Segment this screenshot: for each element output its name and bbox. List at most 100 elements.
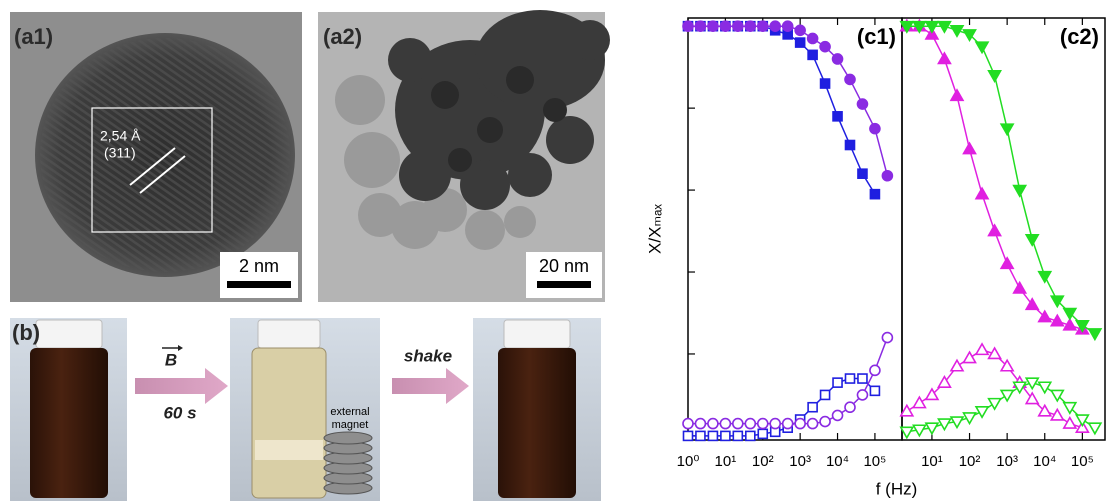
arrow xyxy=(135,368,228,404)
marker xyxy=(770,21,780,31)
panel-label: (a2) xyxy=(323,24,362,49)
marker xyxy=(808,33,818,43)
marker xyxy=(708,21,718,31)
marker xyxy=(833,112,842,121)
d-spacing: 2,54 Å xyxy=(100,128,141,144)
x-tick-label: 10³ xyxy=(996,453,1018,470)
marker xyxy=(745,419,755,429)
magnet-label: magnet xyxy=(332,419,369,431)
marker xyxy=(870,190,879,199)
marker xyxy=(708,419,718,429)
marker xyxy=(1026,235,1038,246)
marker xyxy=(821,390,830,399)
arrow xyxy=(392,368,469,404)
vial xyxy=(498,348,576,498)
vector-arrow-head xyxy=(178,345,183,351)
marker xyxy=(1039,272,1051,283)
marker xyxy=(683,21,693,31)
magnet-label: external xyxy=(330,406,369,418)
marker xyxy=(845,141,854,150)
marker xyxy=(808,50,817,59)
cap xyxy=(258,320,320,348)
marker xyxy=(976,344,988,355)
figure: 2,54 Å (311) 2 nm (a1) 20 nm (a2) xyxy=(0,0,1107,501)
marker xyxy=(857,99,867,109)
marker xyxy=(770,419,780,429)
marker xyxy=(684,431,693,440)
marker xyxy=(808,403,817,412)
marker xyxy=(882,333,892,343)
marker xyxy=(938,53,950,64)
marker xyxy=(795,25,805,35)
marker xyxy=(976,42,988,53)
vial xyxy=(30,348,108,498)
plot-frame xyxy=(902,18,1105,440)
marker xyxy=(733,21,743,31)
marker xyxy=(858,374,867,383)
marker xyxy=(926,22,938,33)
marker xyxy=(845,74,855,84)
x-tick-label: 10⁰ xyxy=(677,453,700,470)
marker xyxy=(882,171,892,181)
panel-label: (a1) xyxy=(14,24,53,49)
marker xyxy=(733,419,743,429)
marker xyxy=(683,419,693,429)
scale-bar-label: 20 nm xyxy=(539,256,589,276)
marker xyxy=(783,419,793,429)
panel-a2: 20 nm (a2) xyxy=(318,10,610,302)
marker xyxy=(821,79,830,88)
marker xyxy=(976,188,988,199)
action-label: shake xyxy=(404,346,452,365)
marker xyxy=(1014,282,1026,293)
scale-bar xyxy=(227,281,291,288)
marker xyxy=(820,42,830,52)
marker xyxy=(833,54,843,64)
marker xyxy=(858,169,867,178)
marker xyxy=(870,124,880,134)
marker xyxy=(1001,258,1013,269)
marker xyxy=(845,402,855,412)
marker xyxy=(695,21,705,31)
marker xyxy=(746,431,755,440)
marker xyxy=(1076,415,1088,426)
marker xyxy=(733,431,742,440)
plane: (311) xyxy=(104,145,136,161)
marker xyxy=(870,365,880,375)
marker xyxy=(696,431,705,440)
scale-bar xyxy=(537,281,591,288)
panel-label: (b) xyxy=(12,320,40,345)
marker xyxy=(1089,329,1101,340)
marker xyxy=(833,378,842,387)
marker xyxy=(795,419,805,429)
cap xyxy=(504,320,570,348)
marker xyxy=(989,399,1001,410)
marker xyxy=(758,21,768,31)
marker xyxy=(845,374,854,383)
marker xyxy=(695,419,705,429)
x-tick-label: 10¹ xyxy=(921,453,943,470)
x-axis-label: f (Hz) xyxy=(876,479,918,498)
marker xyxy=(989,71,1001,82)
x-tick-label: 10⁵ xyxy=(863,453,886,470)
marker xyxy=(976,407,988,418)
marker xyxy=(1039,382,1051,393)
marker xyxy=(870,386,879,395)
marker xyxy=(913,397,925,408)
marker xyxy=(857,390,867,400)
panel-a1: 2,54 Å (311) 2 nm (a1) xyxy=(10,12,302,302)
marker xyxy=(1064,418,1076,429)
marker xyxy=(708,431,717,440)
x-tick-label: 10¹ xyxy=(715,453,737,470)
marker xyxy=(758,419,768,429)
scale-bar-label: 2 nm xyxy=(239,256,279,276)
marker xyxy=(951,90,963,101)
panel-b: external magnet B 60 s shake (b) xyxy=(10,318,601,501)
marker xyxy=(951,360,963,371)
marker xyxy=(1001,390,1013,401)
marker xyxy=(758,429,767,438)
x-tick-label: 10² xyxy=(959,453,981,470)
marker xyxy=(783,21,793,31)
marker xyxy=(796,38,805,47)
marker xyxy=(989,225,1001,236)
